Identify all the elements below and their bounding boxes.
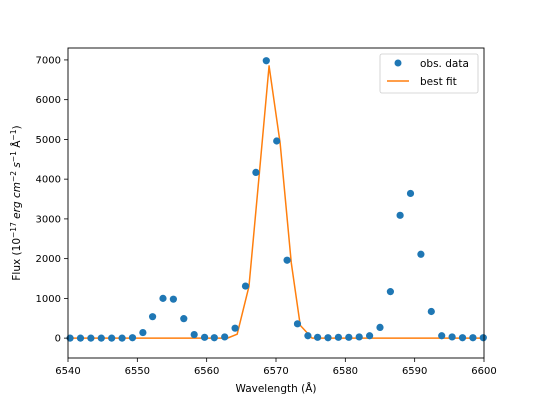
data-point — [376, 323, 384, 331]
data-point — [108, 334, 116, 342]
data-point — [118, 334, 126, 342]
data-point — [366, 332, 374, 340]
data-point — [87, 334, 95, 342]
y-tick-label: 0 — [55, 334, 61, 345]
data-point — [159, 294, 167, 302]
legend-label-obs: obs. data — [420, 58, 469, 70]
legend: obs. data best fit — [379, 53, 479, 94]
legend-marker-obs — [394, 59, 402, 67]
legend-box — [379, 53, 479, 94]
data-point — [169, 295, 177, 303]
y-tick-label: 6000 — [36, 95, 61, 106]
data-point — [221, 333, 229, 341]
y-tick-label: 7000 — [36, 55, 61, 66]
series-layer — [66, 57, 487, 342]
data-point — [200, 333, 209, 341]
y-tick-label: 2000 — [36, 254, 61, 265]
data-point — [324, 334, 332, 342]
data-point — [241, 282, 250, 290]
data-point — [355, 333, 363, 341]
legend-label-fit: best fit — [420, 76, 457, 88]
data-point — [252, 168, 260, 176]
data-point — [262, 57, 270, 65]
data-point — [345, 333, 353, 341]
x-axis-label: Wavelength (Å) — [235, 382, 316, 395]
data-point — [427, 307, 435, 316]
data-point — [458, 334, 467, 342]
plot-frame — [67, 47, 485, 359]
data-point — [448, 333, 456, 341]
x-tick-label: 6560 — [194, 366, 219, 377]
data-point — [396, 211, 404, 219]
data-point — [76, 334, 85, 342]
y-tick-label: 5000 — [36, 135, 61, 146]
data-point — [190, 330, 198, 339]
data-point — [231, 324, 239, 332]
data-point — [334, 333, 342, 341]
x-tick-label: 6550 — [125, 366, 150, 377]
data-point — [273, 137, 281, 145]
plot-background — [68, 48, 484, 358]
data-point — [469, 334, 477, 342]
x-tick-label: 6570 — [263, 366, 288, 377]
data-point — [128, 334, 137, 342]
y-tick-label: 1000 — [36, 294, 61, 305]
ticks-layer: 6540 6550 6560 6570 6580 6590 6600 0 1000 2000 300… — [36, 55, 497, 377]
x-tick-label: 6540 — [55, 366, 80, 377]
y-axis-label: Flux (10−17 erg cm−2 s−1 Å−1) — [9, 125, 23, 280]
data-point — [148, 313, 157, 321]
data-point — [293, 320, 302, 328]
data-point — [314, 333, 322, 341]
data-point — [479, 334, 487, 342]
data-point — [283, 256, 291, 264]
data-point — [438, 332, 446, 340]
data-point — [210, 334, 218, 342]
y-tick-label: 3000 — [36, 214, 61, 225]
data-point — [97, 334, 105, 342]
x-tick-label: 6580 — [333, 366, 358, 377]
data-point — [304, 332, 312, 340]
x-tick-label: 6590 — [402, 366, 427, 377]
data-point — [406, 189, 415, 198]
data-point — [386, 288, 394, 296]
data-point — [180, 315, 188, 323]
data-point — [139, 328, 147, 337]
x-tick-label: 6600 — [471, 366, 496, 377]
data-point — [417, 250, 425, 258]
best-fit-line — [70, 65, 484, 339]
y-tick-label: 4000 — [36, 175, 61, 186]
